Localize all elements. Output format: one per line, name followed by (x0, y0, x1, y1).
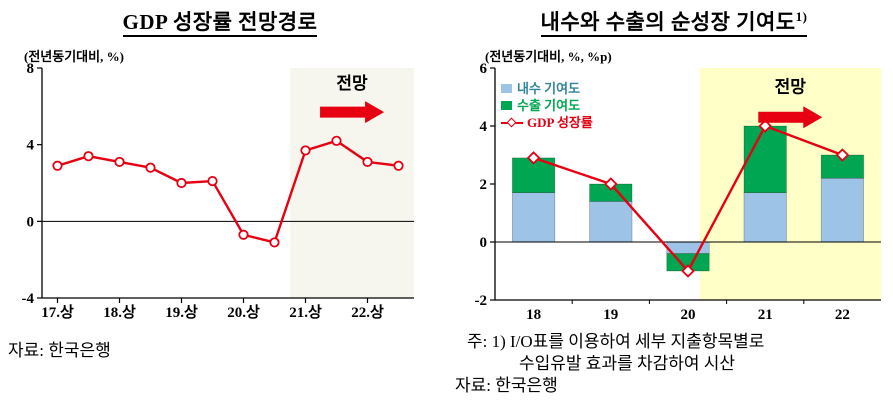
right-source-note: 자료: 한국은행 (455, 376, 558, 395)
legend-swatch-domestic (501, 84, 512, 93)
svg-text:22.상: 22.상 (351, 304, 384, 321)
svg-text:4: 4 (480, 119, 488, 135)
svg-text:6: 6 (480, 61, 488, 77)
svg-text:4: 4 (27, 138, 35, 154)
gdp-growth-panel: GDP 성장률 전망경로 (전년동기대비, %) 8 4 0 -4 17.상 18.상 19… (0, 0, 440, 411)
legend-gdp-line-marker-icon (501, 117, 523, 128)
svg-text:17.상: 17.상 (41, 304, 74, 321)
svg-text:0: 0 (480, 235, 488, 251)
svg-text:2: 2 (480, 177, 488, 193)
legend-gdp-diamond-icon (506, 117, 517, 128)
svg-text:21.상: 21.상 (289, 304, 322, 321)
svg-text:18.상: 18.상 (103, 304, 136, 321)
contribution-panel: 내수와 수출의 순성장 기여도1) (전년동기대비, %, %p) 6 4 2 0 -2… (455, 0, 893, 411)
legend-swatch-exports (501, 101, 512, 110)
gdp-growth-line-chart: 8 4 0 -4 17.상 18.상 19.상 20.상 21.상 22.상 전망 (22, 62, 414, 321)
left-chart-title: GDP 성장률 전망경로 (0, 6, 440, 37)
left-source-note: 자료: 한국은행 (8, 341, 111, 360)
right-chart-title: 내수와 수출의 순성장 기여도1) (455, 6, 893, 37)
svg-text:22: 22 (835, 307, 850, 323)
legend-item-gdp: GDP 성장률 (501, 114, 593, 131)
legend-item-exports: 수출 기여도 (501, 97, 593, 114)
left-chart-unit-label: (전년동기대비, %) (24, 49, 124, 64)
left-chart-title-text: GDP 성장률 전망경로 (122, 10, 318, 37)
svg-text:-2: -2 (475, 293, 488, 309)
svg-text:20.상: 20.상 (227, 304, 260, 321)
svg-text:전망: 전망 (775, 78, 807, 97)
footnote-line-2: 수입유발 효과를 차감하여 시산 (519, 354, 736, 373)
svg-text:8: 8 (27, 62, 35, 77)
footnote-line-1: 주: 1) I/O표를 이용하여 세부 지출항목별로 (467, 332, 765, 351)
footnote-reference: 1) (795, 9, 808, 24)
legend-label-gdp: GDP 성장률 (527, 115, 593, 130)
svg-text:18: 18 (526, 307, 541, 323)
svg-text:-4: -4 (22, 291, 35, 307)
chart-legend: 내수 기여도 수출 기여도 GDP 성장률 (501, 80, 593, 131)
svg-text:전망: 전망 (336, 74, 368, 93)
svg-text:19: 19 (603, 307, 618, 323)
legend-label-exports: 수출 기여도 (517, 98, 581, 113)
right-chart-title-text: 내수와 수출의 순성장 기여도1) (540, 9, 808, 37)
svg-text:19.상: 19.상 (165, 304, 198, 321)
footnotes-block: 주: 1) I/O표를 이용하여 세부 지출항목별로 수입유발 효과를 차감하여… (455, 331, 764, 397)
right-chart-unit-label: (전년동기대비, %, %p) (485, 49, 612, 64)
svg-text:20: 20 (681, 307, 696, 323)
legend-label-domestic: 내수 기여도 (517, 81, 581, 96)
svg-text:0: 0 (27, 214, 35, 230)
legend-item-domestic: 내수 기여도 (501, 80, 593, 97)
svg-text:21: 21 (758, 307, 773, 323)
